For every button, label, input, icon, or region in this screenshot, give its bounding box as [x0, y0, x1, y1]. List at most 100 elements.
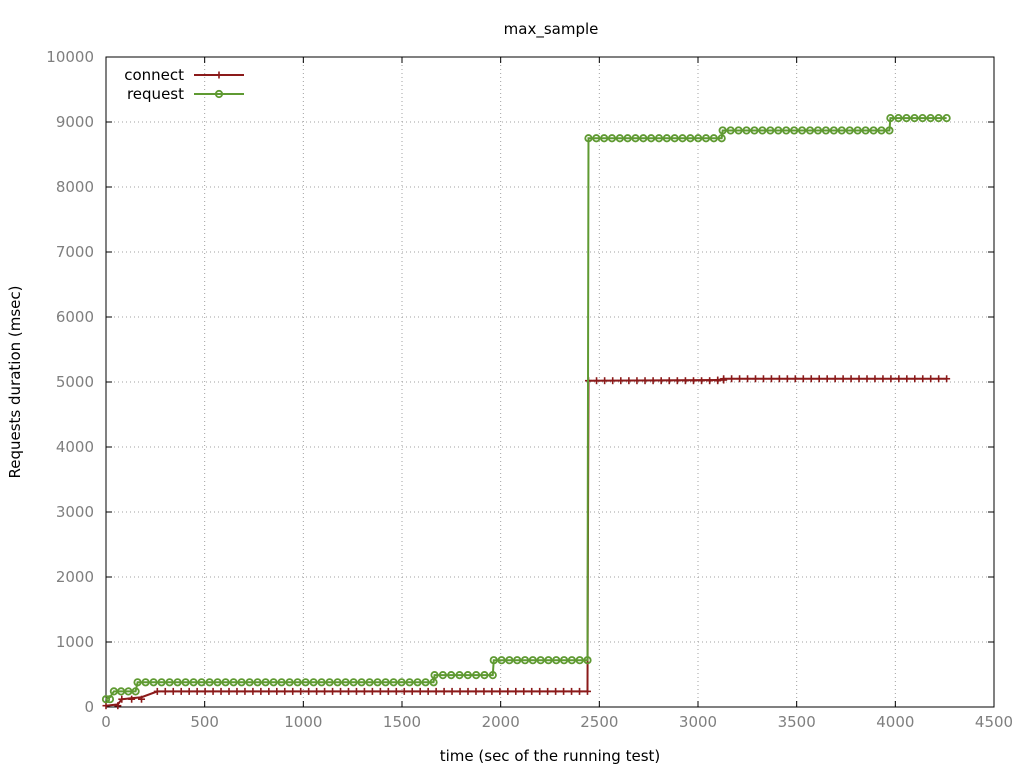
data-point-connect — [496, 687, 504, 695]
data-point-connect — [138, 695, 146, 703]
data-point-request — [910, 114, 919, 123]
data-point-connect — [633, 377, 641, 385]
data-point-request — [309, 678, 318, 687]
data-point-connect — [641, 377, 649, 385]
x-tick-label: 500 — [190, 713, 219, 731]
data-point-request — [837, 126, 846, 135]
data-point-connect — [400, 687, 408, 695]
data-point-connect — [649, 377, 657, 385]
data-point-request — [782, 126, 791, 135]
data-point-request — [253, 678, 262, 687]
data-point-request — [237, 678, 246, 687]
data-point-request — [918, 114, 927, 123]
data-point-request — [221, 678, 230, 687]
data-point-request — [438, 671, 447, 680]
data-point-request — [430, 671, 439, 680]
data-point-connect — [185, 687, 193, 695]
data-point-connect — [448, 687, 456, 695]
data-point-request — [277, 678, 286, 687]
data-point-request — [157, 678, 166, 687]
data-point-request — [536, 656, 545, 665]
data-point-request — [805, 126, 815, 135]
data-point-connect — [297, 687, 305, 695]
data-point-connect — [281, 687, 289, 695]
data-point-request — [463, 671, 472, 680]
data-point-connect — [193, 687, 201, 695]
data-point-request — [229, 678, 238, 687]
data-point-connect — [583, 687, 591, 695]
data-point-connect — [791, 375, 799, 383]
data-point-request — [131, 687, 140, 696]
data-point-request — [894, 114, 903, 123]
data-point-connect — [345, 687, 353, 695]
x-tick-label: 4500 — [975, 713, 1013, 731]
data-point-request — [293, 678, 302, 687]
data-point-connect — [520, 687, 528, 695]
data-point-connect — [706, 377, 714, 385]
x-tick-label: 0 — [101, 713, 111, 731]
y-tick-label: 0 — [84, 698, 94, 716]
data-point-request — [726, 126, 735, 135]
data-point-connect — [472, 687, 480, 695]
data-point-request — [885, 126, 894, 135]
data-point-connect — [360, 687, 368, 695]
data-point-request — [647, 134, 656, 143]
data-point-connect — [552, 687, 560, 695]
data-point-connect — [464, 687, 472, 695]
data-point-request — [405, 678, 414, 687]
data-point-connect — [337, 687, 345, 695]
legend-label-request: request — [127, 85, 184, 103]
data-point-request — [544, 656, 553, 665]
data-point-request — [349, 678, 358, 687]
legend-label-connect: connect — [124, 66, 184, 84]
series-markers-connect — [102, 375, 951, 710]
data-point-connect — [456, 687, 464, 695]
data-point-connect — [257, 687, 265, 695]
data-point-request — [631, 134, 640, 143]
data-point-request — [245, 678, 254, 687]
data-point-connect — [593, 377, 601, 385]
data-point-connect — [879, 375, 887, 383]
data-point-request — [285, 678, 294, 687]
x-tick-label: 1500 — [383, 713, 421, 731]
data-point-connect — [839, 375, 847, 383]
data-point-connect — [432, 687, 440, 695]
data-point-request — [678, 134, 687, 143]
data-point-request — [584, 134, 593, 143]
data-point-request — [421, 678, 430, 687]
y-axis-title: Requests duration (msec) — [6, 285, 24, 478]
data-point-request — [829, 126, 838, 135]
data-point-request — [480, 671, 489, 680]
chart-title: max_sample — [504, 20, 599, 39]
data-point-request — [709, 134, 718, 143]
data-point-request — [670, 134, 679, 143]
y-tick-label: 2000 — [56, 568, 94, 586]
data-point-connect — [416, 687, 424, 695]
data-point-connect — [321, 687, 329, 695]
data-point-connect — [368, 687, 376, 695]
data-point-connect — [544, 687, 552, 695]
data-point-connect — [273, 687, 281, 695]
data-point-request — [472, 671, 481, 680]
data-point-request — [567, 656, 576, 665]
data-point-connect — [919, 375, 927, 383]
data-point-request — [853, 126, 862, 135]
data-point-connect — [807, 375, 815, 383]
y-tick-label: 10000 — [46, 48, 94, 66]
data-point-request — [742, 126, 751, 135]
y-tick-label: 6000 — [56, 308, 94, 326]
x-tick-label: 4000 — [876, 713, 914, 731]
data-point-request — [813, 126, 823, 135]
data-point-request — [513, 656, 522, 665]
data-point-request — [662, 134, 671, 143]
data-point-request — [774, 126, 783, 135]
data-point-connect — [935, 375, 943, 383]
data-point-connect — [799, 375, 807, 383]
data-point-request — [654, 134, 664, 143]
data-point-connect — [911, 375, 919, 383]
data-point-connect — [728, 375, 736, 383]
data-point-request — [149, 678, 158, 687]
data-point-request — [877, 126, 886, 135]
data-point-request — [333, 678, 342, 687]
